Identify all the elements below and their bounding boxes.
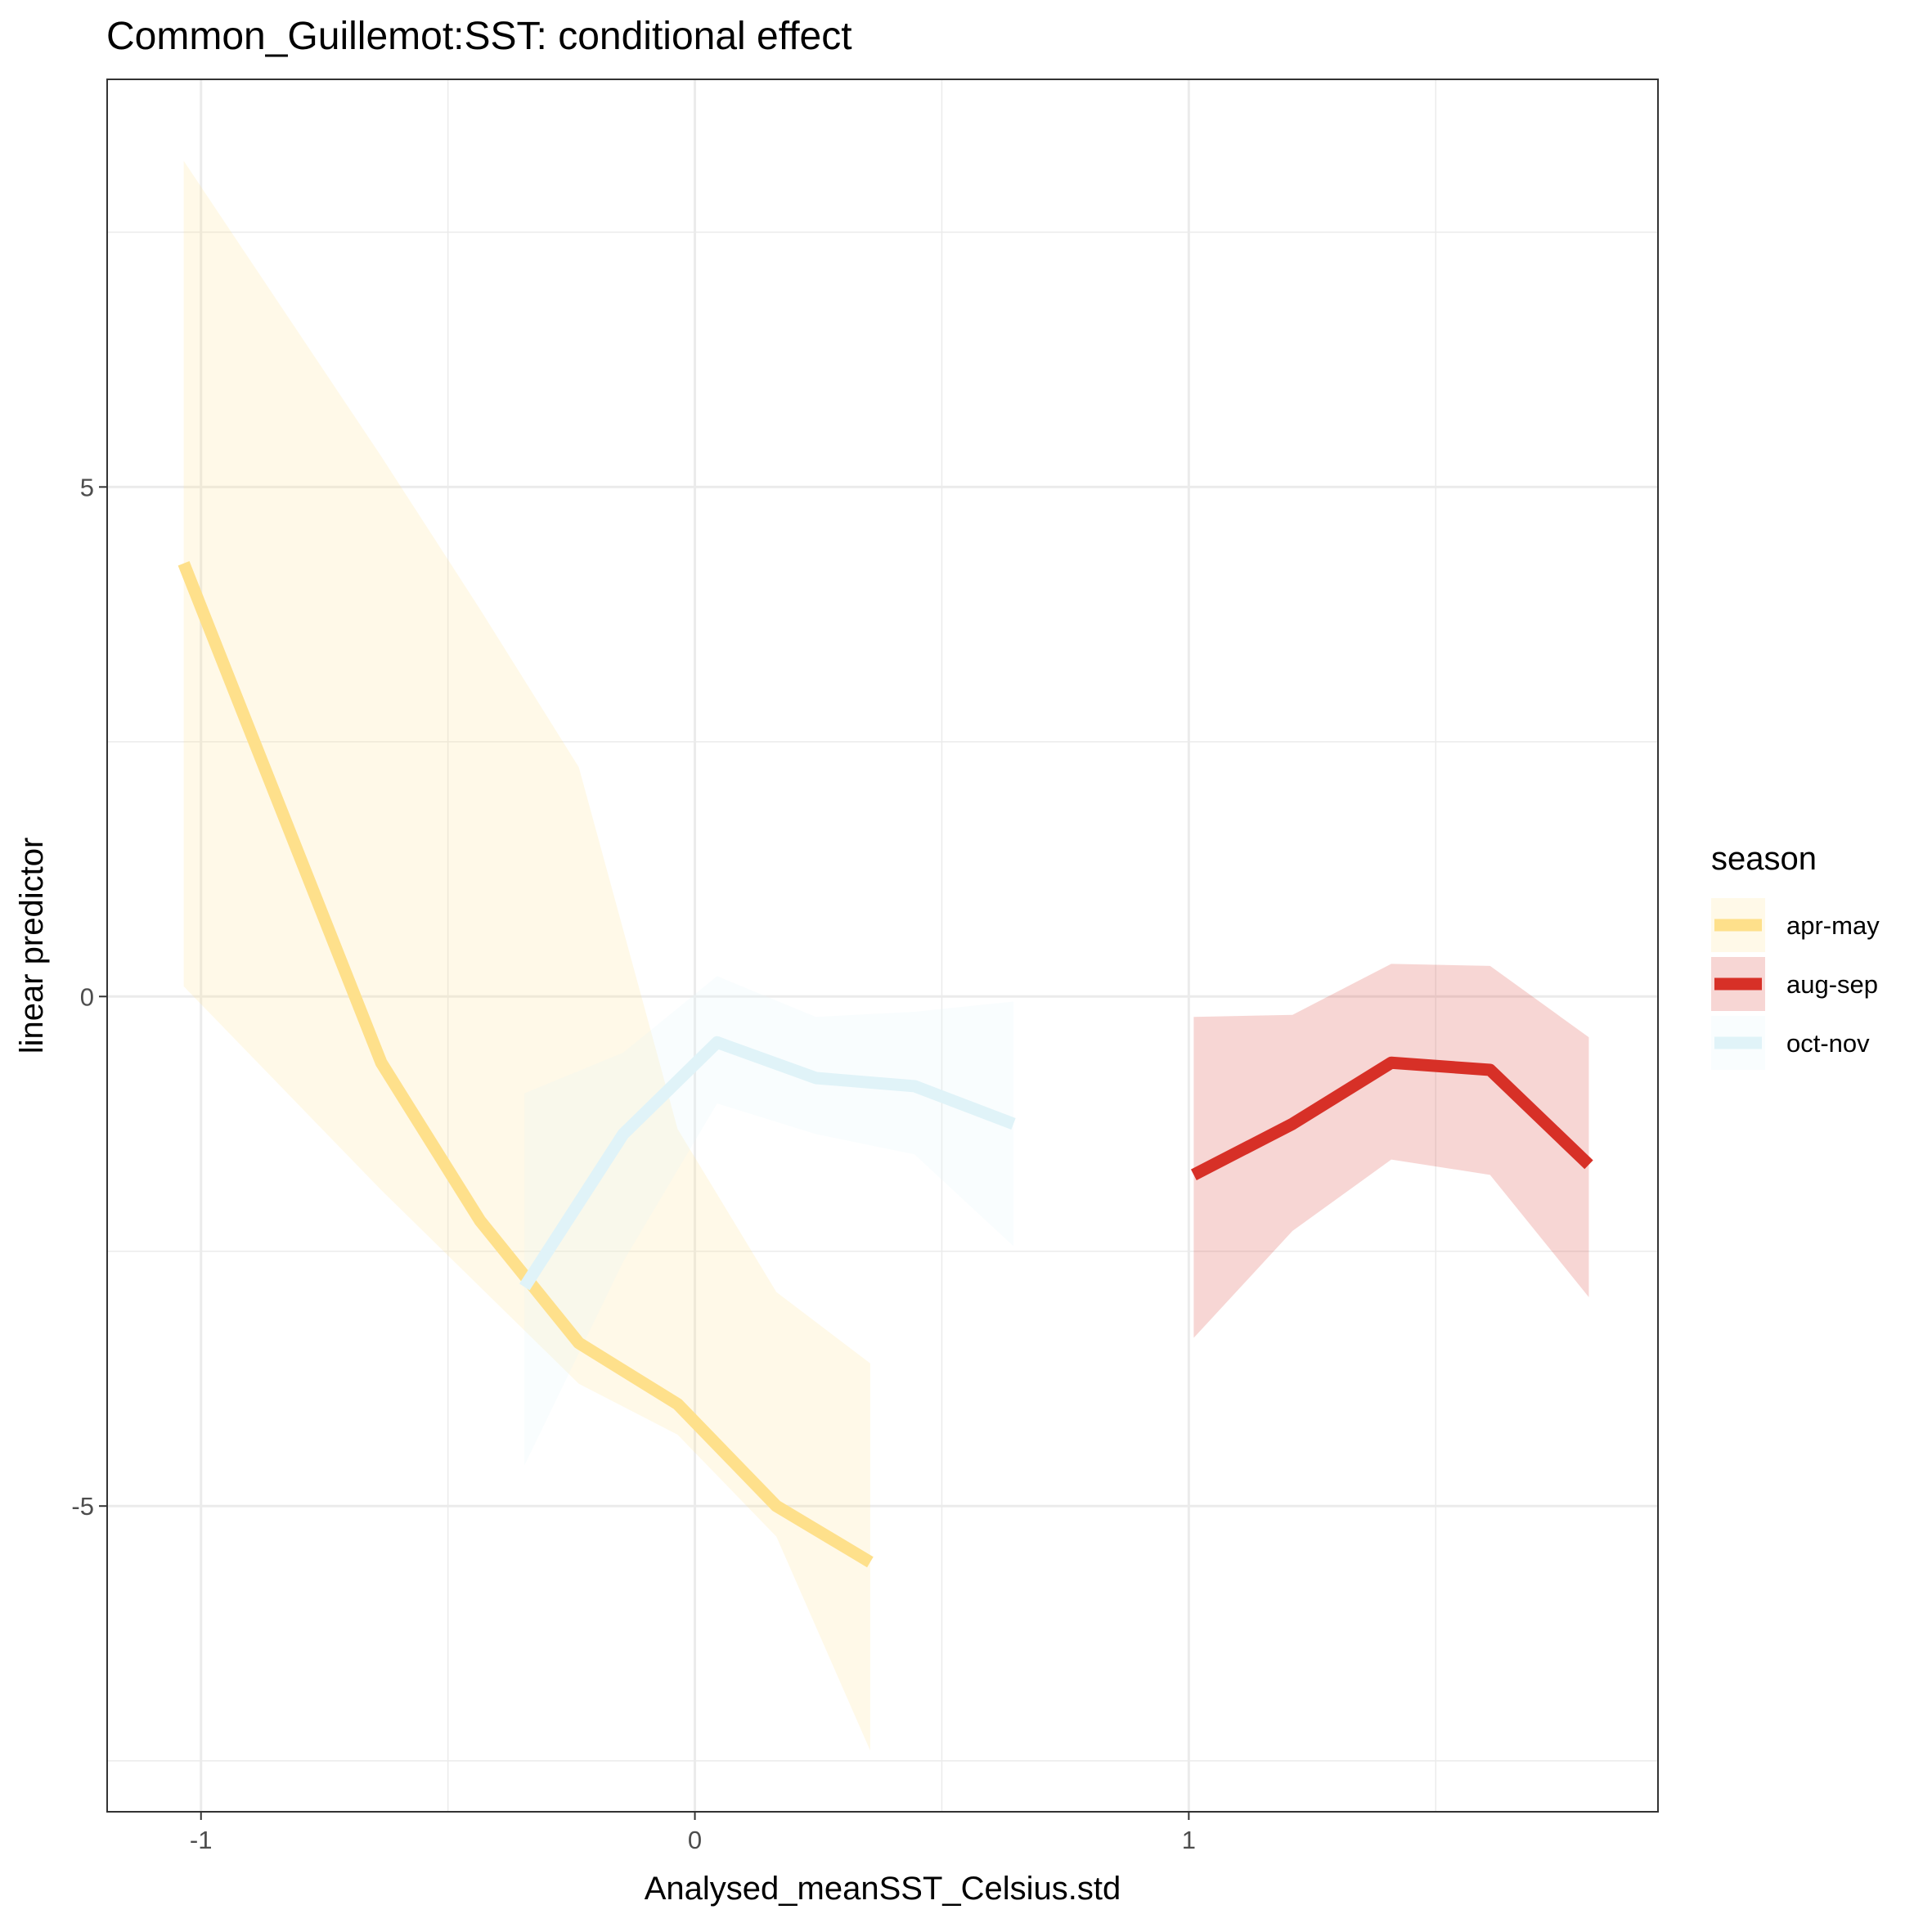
ribbon-oct-nov [524, 976, 1014, 1466]
x-axis-title: Analysed_meanSST_Celsius.std [645, 1871, 1121, 1907]
axis-ticks: -1 0 1 -5 0 5 [71, 473, 1196, 1854]
chart-title: Common_Guillemot:SST: conditional effect [106, 15, 852, 58]
legend-label-apr-may: apr-may [1786, 911, 1880, 940]
x-tick-label: -1 [190, 1826, 213, 1854]
x-tick-label: 0 [688, 1826, 702, 1854]
y-tick-label: 0 [80, 982, 94, 1011]
y-tick-label: -5 [71, 1492, 94, 1521]
legend: season apr-may aug-sep oct-nov [1711, 841, 1880, 1070]
ribbon-aug-sep [1193, 964, 1589, 1338]
x-tick-label: 1 [1182, 1826, 1196, 1854]
legend-label-aug-sep: aug-sep [1786, 970, 1878, 999]
lines [177, 561, 1593, 1568]
grid [107, 79, 1658, 1812]
plot-panel-background [107, 79, 1658, 1812]
y-axis-title: linear predictor [14, 838, 50, 1054]
ribbon-apr-may [183, 160, 870, 1751]
series-line-aug-sep [1190, 1056, 1593, 1180]
legend-label-oct-nov: oct-nov [1786, 1029, 1870, 1058]
series-line-oct-nov [519, 1036, 1016, 1291]
y-tick-label: 5 [80, 473, 94, 501]
ribbons [183, 160, 1589, 1751]
legend-title: season [1711, 841, 1817, 877]
plot-panel-border [106, 79, 1659, 1813]
